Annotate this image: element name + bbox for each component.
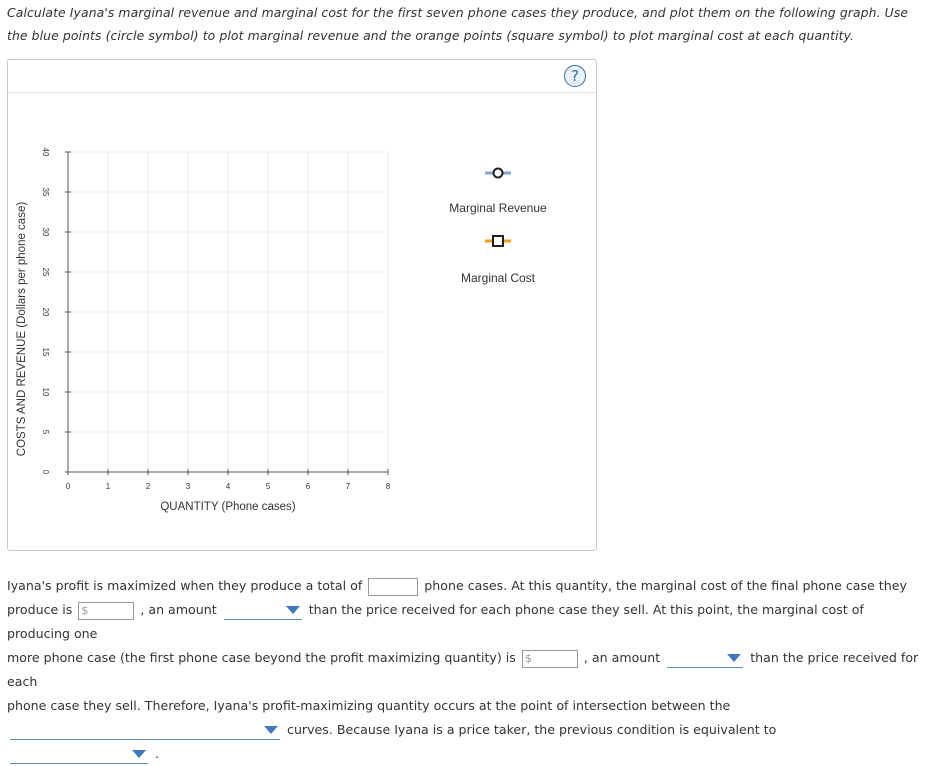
- text-p3: produce is: [7, 602, 73, 617]
- mr-tool-circle-icon[interactable]: [492, 167, 504, 179]
- mc-final-input[interactable]: $: [78, 601, 135, 620]
- mc-next-input[interactable]: $: [521, 649, 578, 668]
- y-tick-label: 35: [41, 188, 50, 197]
- x-axis-title: QUANTITY (Phone cases): [160, 501, 295, 513]
- chevron-down-icon: [264, 726, 278, 734]
- x-tick-label: 8: [386, 482, 391, 491]
- graph-panel: ? 0 1 2 3 4 5 6 7 8 0 5 10 15 20 25 30 35 40 QUANTITY (Pho…: [7, 59, 597, 551]
- quantity-input[interactable]: [368, 577, 419, 596]
- x-tick-label: 1: [106, 482, 111, 491]
- y-axis-title: COSTS AND REVENUE (Dollars per phone cas…: [16, 202, 28, 457]
- mc-legend-label: Marginal Cost: [461, 271, 536, 285]
- mr-legend-label: Marginal Revenue: [449, 201, 547, 215]
- mc-tool-square-icon[interactable]: [492, 235, 504, 247]
- text-p8: than the price received for each: [7, 650, 919, 689]
- text-p5: than the price received for each phone c…: [7, 602, 864, 641]
- text-p6: more phone case (the first phone case be…: [7, 650, 516, 665]
- text-p7: , an amount: [583, 650, 661, 665]
- comparison-dropdown-1[interactable]: [223, 601, 302, 620]
- x-tick-label: 7: [346, 482, 351, 491]
- comparison-dropdown-2[interactable]: [667, 649, 744, 668]
- text-p1: Iyana's profit is maximized when they pr…: [7, 578, 363, 593]
- curves-dropdown[interactable]: [10, 721, 280, 740]
- text-p4: , an amount: [140, 602, 217, 617]
- condition-dropdown[interactable]: [10, 745, 148, 764]
- y-tick-label: 40: [41, 148, 50, 157]
- y-tick-label: 25: [41, 268, 50, 277]
- chevron-down-icon: [727, 654, 742, 662]
- help-icon[interactable]: ?: [564, 65, 586, 87]
- y-tick-label: 5: [41, 430, 50, 435]
- chevron-down-icon: [132, 750, 146, 758]
- text-p10: curves. Because Iyana is a price taker, …: [287, 722, 777, 737]
- y-tick-label: 10: [41, 388, 50, 397]
- instructions: Calculate Iyana's marginal revenue and m…: [7, 5, 909, 43]
- answer-paragraph: Iyana's profit is maximized when they pr…: [7, 574, 922, 766]
- panel-toolbar: ?: [8, 60, 596, 93]
- chevron-down-icon: [285, 606, 300, 614]
- x-tick-label: 2: [146, 482, 151, 491]
- x-tick-label: 3: [186, 482, 191, 491]
- text-p11: .: [155, 746, 160, 761]
- text-p2: phone cases. At this quantity, the margi…: [424, 578, 907, 593]
- text-p9: phone case they sell. Therefore, Iyana's…: [7, 698, 731, 713]
- x-tick-label: 4: [226, 482, 231, 491]
- x-tick-label: 6: [306, 482, 311, 491]
- chart[interactable]: 0 1 2 3 4 5 6 7 8 0 5 10 15 20 25 30 35 40 QUANTITY (Phone…: [8, 60, 596, 550]
- y-tick-label: 20: [41, 308, 50, 317]
- y-tick-label: 30: [41, 228, 50, 237]
- y-tick-label: 0: [41, 470, 50, 475]
- y-tick-label: 15: [41, 348, 50, 357]
- x-tick-label: 0: [66, 482, 71, 491]
- x-tick-label: 5: [266, 482, 271, 491]
